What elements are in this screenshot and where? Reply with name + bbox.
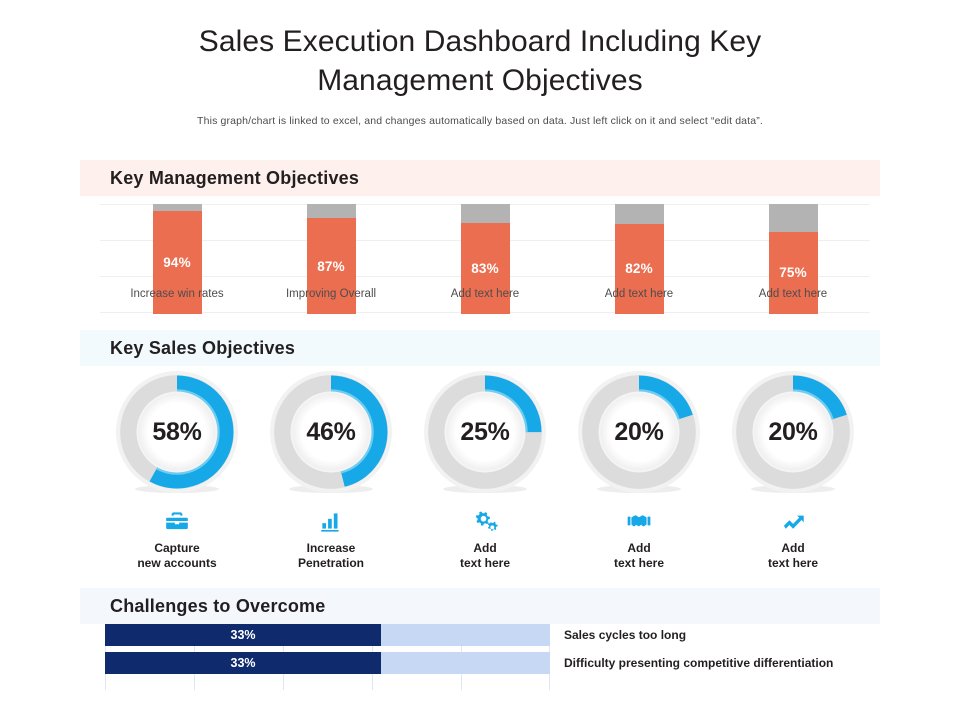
donut-cell: 46% Increase Penetration [254,368,408,572]
stacked-bar: 94% [152,204,202,314]
donut-category-label: Add text here [767,541,819,571]
bar-remainder-segment [614,204,664,224]
page-title: Sales Execution Dashboard Including Key … [198,25,762,97]
donut-cell: 20% Add text here [562,368,716,572]
challenge-value-label: 33% [230,656,256,670]
challenge-value-label: 33% [230,628,256,642]
bar-column: 75% [716,204,870,314]
bar-category-label: Increase win rates [130,288,224,300]
trending-up-icon [780,508,806,534]
section-title-management: Key Management Objectives [110,167,360,188]
gears-icon [472,508,498,534]
bar-chart-bars: 94% 87% 83% 82% 75% [100,204,870,314]
stacked-bar: 75% [768,204,818,314]
donut-chart: 20% [729,368,857,496]
stacked-bar: 82% [614,204,664,314]
bar-remainder-segment [460,204,510,223]
bar-category-label: Add text here [758,288,828,300]
bar-value-segment: 75% [768,231,818,314]
donut-cell: 58% Capture new accounts [100,368,254,572]
challenge-bar-fill: 33% [105,652,382,674]
donut-category-label: Add text here [613,541,665,571]
challenge-bar-track: 33% [105,624,550,646]
section-header-key-management-objectives: Key Management Objectives [80,160,880,196]
stacked-bar: 83% [460,204,510,314]
bar-remainder-segment [306,204,356,219]
challenge-row: 33% Sales cycles too long [105,624,870,646]
bar-category-label: Add text here [604,288,674,300]
management-objectives-bar-chart: 94% 87% 83% 82% 75% [100,204,870,314]
donut-category-label: Increase Penetration [297,541,364,571]
bar-column: 82% [562,204,716,314]
donut-value-label: 46% [306,417,356,446]
donut-value-label: 25% [460,417,510,446]
bar-value-segment: 87% [306,218,356,314]
section-header-challenges-to-overcome: Challenges to Overcome [80,588,880,624]
donut-cell: 20% Add text here [716,368,870,572]
section-title-challenges: Challenges to Overcome [110,595,326,616]
bar-value-label: 75% [779,265,807,281]
donut-chart: 46% [267,368,395,496]
challenge-category-label: Sales cycles too long [564,628,687,642]
handshake-icon [626,508,652,534]
bar-value-label: 94% [163,254,191,270]
bar-value-label: 82% [625,261,653,277]
bar-value-label: 87% [317,258,345,274]
bar-column: 94% [100,204,254,314]
bar-remainder-segment [768,204,818,232]
bar-category-label: Add text here [450,288,520,300]
bar-value-segment: 83% [460,222,510,314]
challenge-row: 33% Difficulty presenting competitive dif… [105,652,870,674]
briefcase-icon [164,508,190,534]
bar-value-segment: 82% [614,223,664,314]
challenge-bar-fill: 33% [105,624,382,646]
bar-category-label: Improving Overall [285,288,377,300]
bar-chart-category-labels: Increase win rates Improving Overall Add t… [100,288,870,300]
stacked-bar: 87% [306,204,356,314]
bar-remainder-segment [152,204,202,211]
challenge-bar-track: 33% [105,652,550,674]
challenge-category-label: Difficulty presenting competitive differ… [564,656,834,670]
bar-value-label: 83% [471,260,499,276]
donut-category-label: Add text here [459,541,511,571]
bar-column: 87% [254,204,408,314]
donut-chart: 58% [113,368,241,496]
section-title-sales: Key Sales Objectives [110,337,296,358]
challenges-rows: 33% Sales cycles too long 33% Difficulty pr… [105,624,870,674]
donut-value-label: 20% [614,417,664,446]
donut-value-label: 58% [152,417,202,446]
page-subtitle: This graph/chart is linked to excel, and… [197,115,763,127]
challenges-bar-chart: 33% Sales cycles too long 33% Difficulty pr… [105,624,870,690]
bar-column: 83% [408,204,562,314]
bar-value-segment: 94% [152,210,202,314]
section-header-key-sales-objectives: Key Sales Objectives [80,330,880,366]
donut-value-label: 20% [768,417,818,446]
bar-chart-icon [318,508,344,534]
sales-objectives-donut-row: 58% Capture new accounts 46% Increase Pene… [100,368,870,572]
donut-cell: 25% Add text here [408,368,562,572]
donut-category-label: Capture new accounts [137,541,217,571]
donut-chart: 25% [421,368,549,496]
donut-chart: 20% [575,368,703,496]
